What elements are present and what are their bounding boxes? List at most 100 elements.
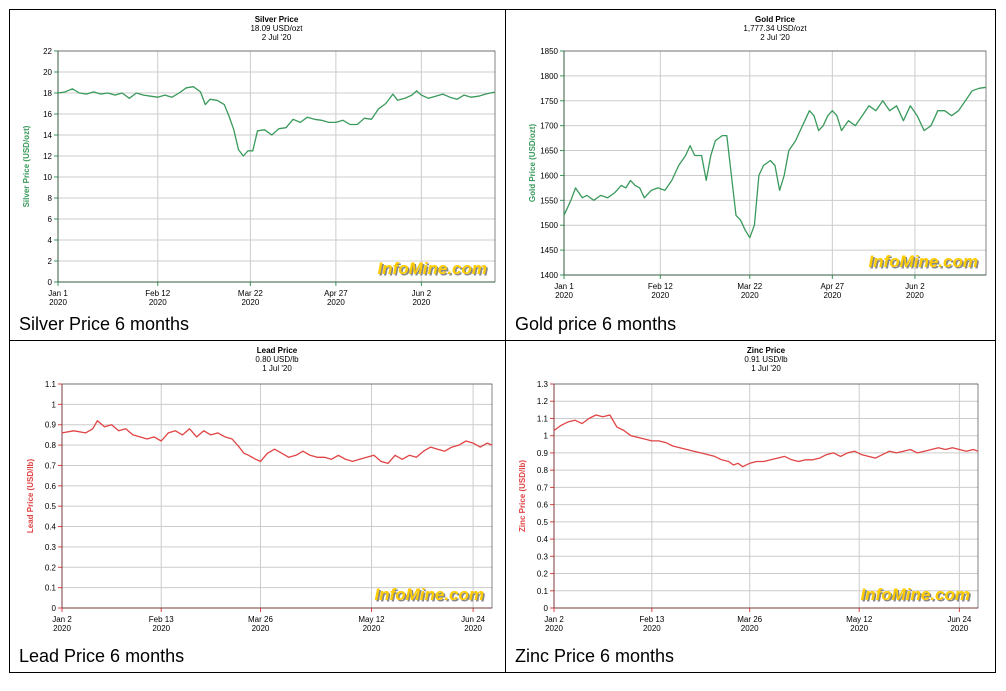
price-series-line xyxy=(57,86,496,157)
infomine-watermark: InfoMine.com xyxy=(860,585,970,604)
silver-caption: Silver Price 6 months xyxy=(19,314,190,334)
x-tick-year: 2020 xyxy=(651,291,669,300)
y-tick-label: 22 xyxy=(43,47,52,56)
x-tick-year: 2020 xyxy=(412,298,430,307)
x-tick-label: Feb 12 xyxy=(648,282,673,291)
y-tick-label: 1850 xyxy=(540,47,558,56)
gold-caption: Gold price 6 months xyxy=(515,314,677,334)
y-tick-label: 10 xyxy=(43,173,52,182)
y-tick-label: 12 xyxy=(43,152,52,161)
y-tick-label: 1500 xyxy=(540,221,558,230)
y-tick-label: 0.2 xyxy=(537,570,549,579)
x-tick-label: Jun 24 xyxy=(947,615,972,624)
x-tick-year: 2020 xyxy=(643,624,661,633)
x-tick-year: 2020 xyxy=(363,624,381,633)
plot-frame xyxy=(563,50,987,276)
x-tick-label: Mar 22 xyxy=(737,282,762,291)
x-tick-label: Jan 1 xyxy=(48,289,68,298)
y-tick-label: 1.3 xyxy=(537,380,549,389)
price-series-line xyxy=(563,86,987,239)
chart-title: Zinc Price xyxy=(747,346,786,355)
y-tick-label: 0.5 xyxy=(45,502,57,511)
x-tick-year: 2020 xyxy=(327,298,345,307)
y-tick-label: 0.9 xyxy=(537,449,549,458)
y-tick-label: 0.2 xyxy=(45,563,57,572)
y-tick-label: 1750 xyxy=(540,97,558,106)
lead-caption: Lead Price 6 months xyxy=(19,646,185,666)
price-series-line xyxy=(553,414,979,468)
plot-area xyxy=(62,384,492,608)
x-tick-year: 2020 xyxy=(241,298,259,307)
y-tick-label: 0.5 xyxy=(537,518,549,527)
x-tick-year: 2020 xyxy=(741,624,759,633)
x-tick-label: Mar 22 xyxy=(238,289,263,298)
y-tick-label: 2 xyxy=(48,257,53,266)
chart-title: Gold Price xyxy=(755,15,796,24)
x-tick-label: Mar 26 xyxy=(737,615,762,624)
chart-date: 2 Jul '20 xyxy=(262,33,292,42)
x-tick-year: 2020 xyxy=(464,624,482,633)
y-tick-label: 0.8 xyxy=(537,466,549,475)
y-tick-label: 20 xyxy=(43,68,52,77)
y-tick-label: 0 xyxy=(52,604,57,613)
y-tick-label: 0 xyxy=(544,604,549,613)
y-tick-label: 1700 xyxy=(540,122,558,131)
y-tick-label: 1.2 xyxy=(537,397,549,406)
y-tick-label: 1550 xyxy=(540,196,558,205)
x-tick-label: Feb 13 xyxy=(639,615,664,624)
infomine-watermark: InfoMine.com xyxy=(374,585,484,604)
x-tick-label: Apr 27 xyxy=(821,282,845,291)
y-tick-label: 1 xyxy=(52,400,57,409)
x-tick-year: 2020 xyxy=(741,291,759,300)
x-tick-label: Feb 12 xyxy=(145,289,170,298)
plot-area xyxy=(554,384,978,608)
y-tick-label: 1600 xyxy=(540,171,558,180)
y-tick-label: 1650 xyxy=(540,147,558,156)
x-tick-label: May 12 xyxy=(846,615,873,624)
y-tick-label: 1400 xyxy=(540,271,558,280)
y-tick-label: 0.6 xyxy=(45,482,57,491)
y-axis-label: Silver Price (USD/ozt) xyxy=(22,125,31,207)
chart-title: Silver Price xyxy=(255,15,299,24)
y-tick-label: 0.4 xyxy=(537,535,549,544)
x-tick-label: May 12 xyxy=(358,615,385,624)
plot-frame xyxy=(553,383,979,609)
x-tick-label: Jan 2 xyxy=(52,615,72,624)
x-tick-year: 2020 xyxy=(152,624,170,633)
x-tick-year: 2020 xyxy=(823,291,841,300)
y-tick-label: 0.7 xyxy=(537,483,549,492)
plot-area xyxy=(58,51,495,282)
x-tick-label: Jun 2 xyxy=(412,289,432,298)
chart-current-price: 0.80 USD/lb xyxy=(255,355,299,364)
chart-current-price: 18.09 USD/ozt xyxy=(250,24,303,33)
zinc-chart-panel: Zinc Price 0.91 USD/lb 1 Jul '20 0 0.1 0.2 0.3… xyxy=(505,340,996,673)
watermark-shadow: InfoMine.com xyxy=(862,587,972,606)
gold-chart-panel: Gold Price 1,777.34 USD/ozt 2 Jul '20 1400 1… xyxy=(505,9,996,341)
x-tick-year: 2020 xyxy=(545,624,563,633)
y-tick-label: 0.8 xyxy=(45,441,57,450)
y-tick-label: 0.6 xyxy=(537,501,549,510)
y-tick-label: 18 xyxy=(43,89,52,98)
chart-date: 2 Jul '20 xyxy=(760,33,790,42)
watermark-shadow: InfoMine.com xyxy=(870,254,980,273)
y-tick-label: 1.1 xyxy=(537,414,549,423)
price-series-line xyxy=(61,420,493,465)
plot-frame xyxy=(61,383,493,609)
y-axis-label: Lead Price (USD/lb) xyxy=(26,459,35,534)
x-tick-label: Apr 27 xyxy=(324,289,348,298)
y-tick-label: 1 xyxy=(544,432,549,441)
x-tick-label: Jan 1 xyxy=(554,282,574,291)
x-tick-year: 2020 xyxy=(49,298,67,307)
y-tick-label: 8 xyxy=(48,194,53,203)
x-tick-year: 2020 xyxy=(149,298,167,307)
y-tick-label: 0.3 xyxy=(537,552,549,561)
x-tick-year: 2020 xyxy=(950,624,968,633)
y-tick-label: 0.3 xyxy=(45,543,57,552)
x-tick-label: Jan 2 xyxy=(544,615,564,624)
chart-current-price: 0.91 USD/lb xyxy=(744,355,788,364)
y-axis-label: Gold Price (USD/ozt) xyxy=(528,124,537,203)
x-tick-year: 2020 xyxy=(850,624,868,633)
